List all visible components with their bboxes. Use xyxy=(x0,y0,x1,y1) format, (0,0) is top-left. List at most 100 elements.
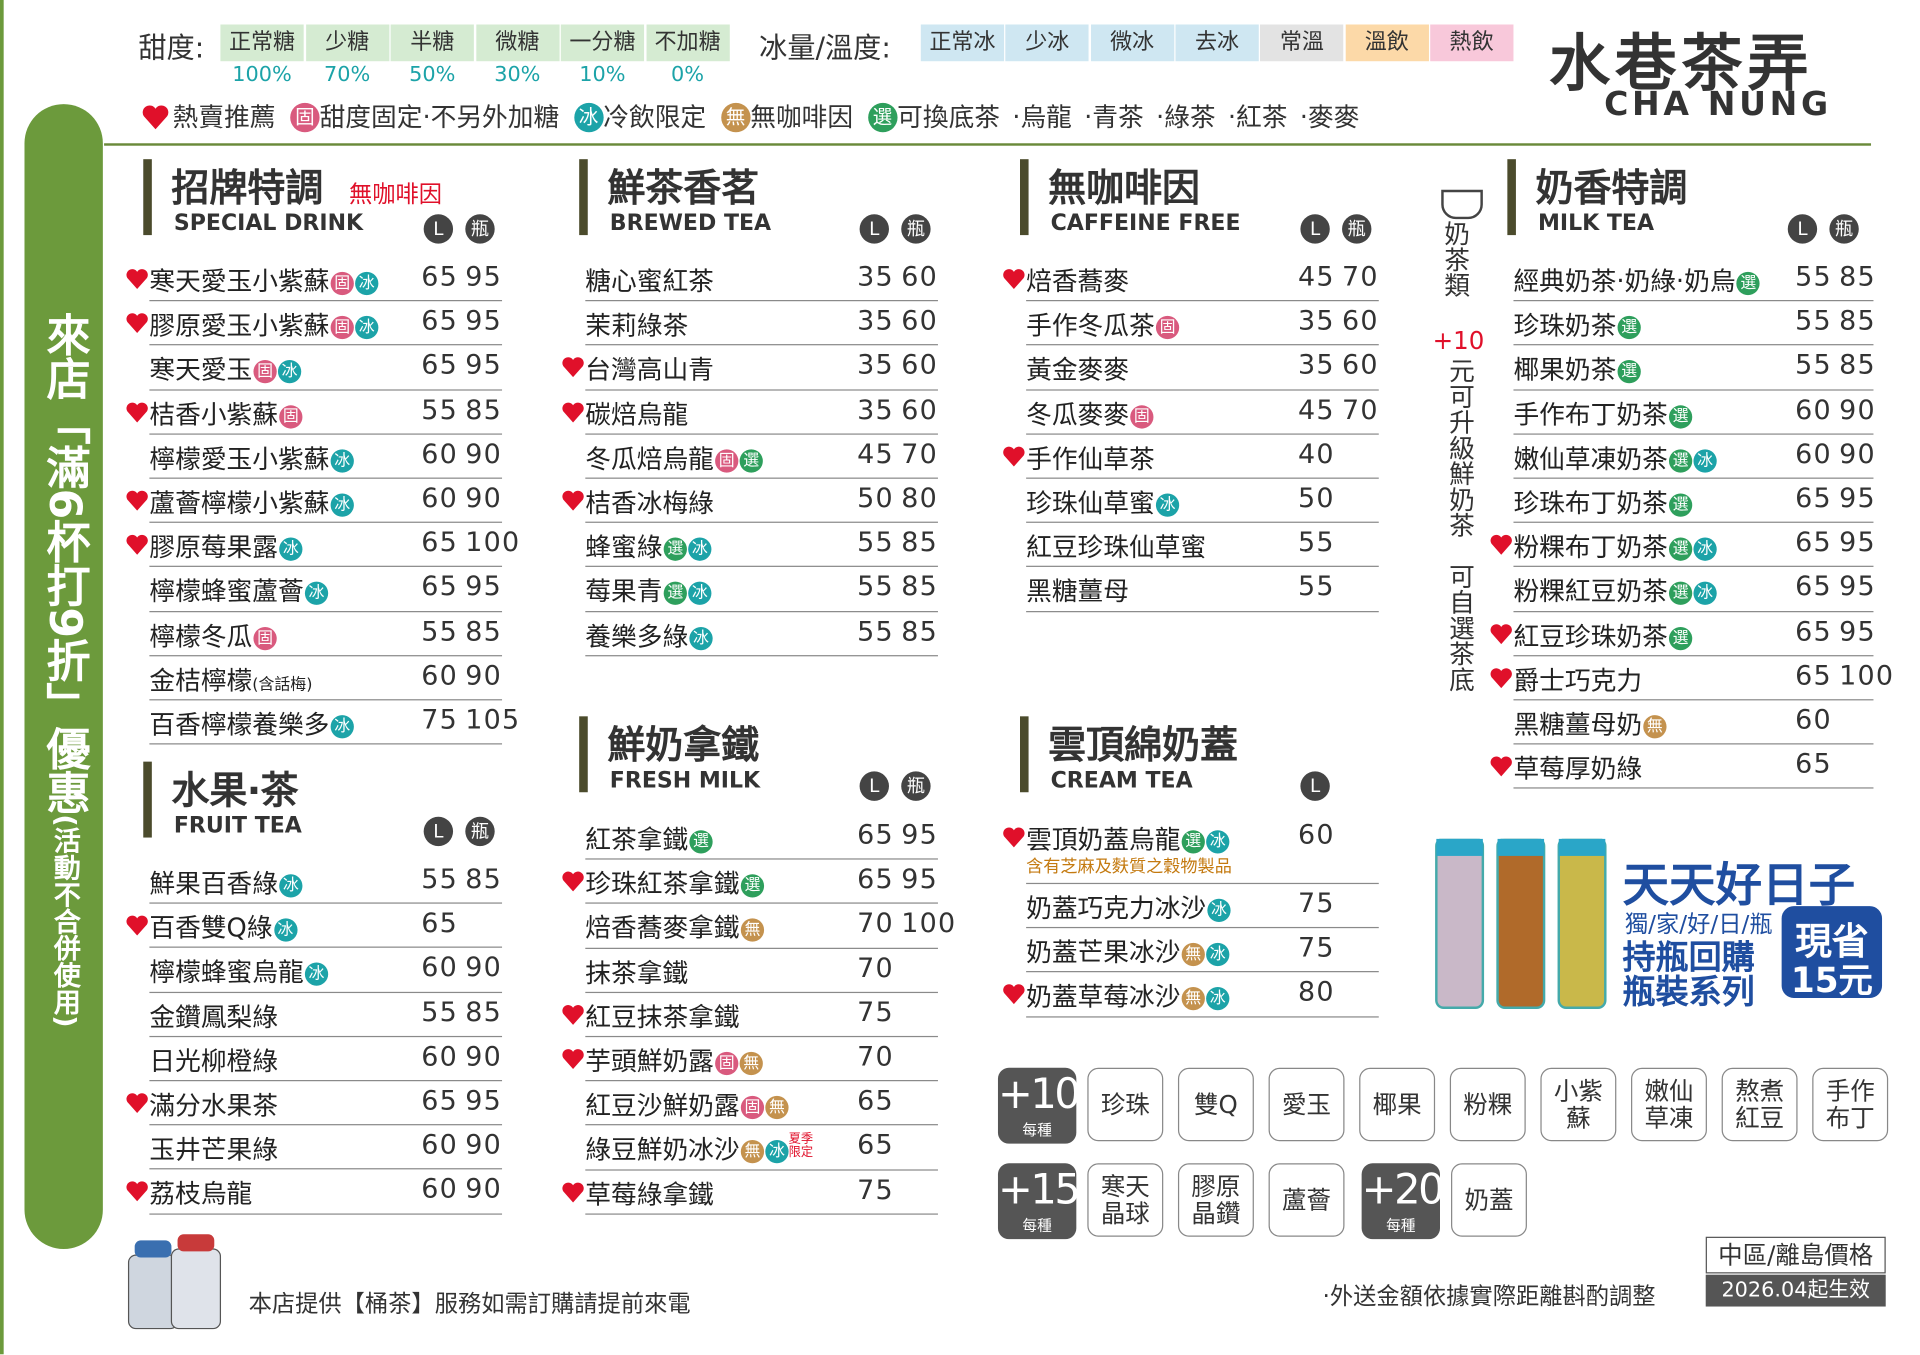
menu-row: 經典奶茶‧奶綠‧奶烏選 55 85 xyxy=(1513,256,1875,302)
section-en: BREWED TEA xyxy=(609,210,772,237)
item-price: 95 xyxy=(465,306,503,337)
item-name: 焙香蕎麥拿鐵無 xyxy=(585,909,765,946)
item-price: 60 xyxy=(421,1174,458,1206)
menu-row: 雲頂奶蓋烏龍選冰含有芝麻及麩質之穀物製品 60 xyxy=(1003,814,1379,885)
section-title: 雲頂綿奶蓋 xyxy=(1048,723,1238,768)
item-name: 黑糖薑母 xyxy=(1026,572,1129,609)
item-name: 珍珠奶茶選 xyxy=(1513,306,1641,343)
item-small: (含話梅) xyxy=(252,675,313,695)
milk-note-title: 奶茶類 xyxy=(1441,220,1471,298)
tag-icon: 無 xyxy=(1643,715,1667,739)
menu-row: 焙香蕎麥 45 70 xyxy=(1003,256,1379,302)
tag-icon: 固 xyxy=(253,626,277,650)
item-name: 茉莉綠茶 xyxy=(585,306,688,343)
bottles xyxy=(1435,838,1607,1009)
size-badge: 瓶 xyxy=(901,771,931,801)
tag-icon: 冰 xyxy=(330,449,354,473)
menu-row: 滿分水果茶 65 95 xyxy=(126,1080,503,1126)
item-price: 65 xyxy=(1795,572,1832,603)
menu-row: 珍珠奶茶選 55 85 xyxy=(1513,300,1876,346)
legend-tea: ‧烏龍 xyxy=(1012,102,1072,133)
menu-row: 抹茶拿鐵 70 xyxy=(585,947,938,993)
tag-icon: 選 xyxy=(740,874,765,898)
sweet-box: 微糖 xyxy=(475,24,559,62)
tag-icon: 固 xyxy=(715,1051,739,1076)
item-name-text: 抹茶拿鐵 xyxy=(585,958,689,988)
item-name: 日光柳橙綠 xyxy=(149,1042,278,1079)
ice-box: 正常冰 xyxy=(920,24,1005,62)
item-price: 60 xyxy=(901,395,938,426)
heart-icon xyxy=(126,535,148,555)
section-en: FRESH MILK xyxy=(609,767,761,794)
item-name-text: 桔香小紫蘇 xyxy=(149,399,278,430)
item-name: 草莓綠拿鐵 xyxy=(585,1175,714,1212)
item-price: 60 xyxy=(421,483,458,515)
size-badge: L xyxy=(859,771,889,801)
size-badge: L xyxy=(1787,214,1818,244)
size-badge: L xyxy=(1300,214,1330,244)
heart-icon xyxy=(562,1182,584,1202)
item-price: 85 xyxy=(465,395,503,426)
item-name: 紅豆抹茶拿鐵 xyxy=(585,998,739,1035)
item-name-text: 寒天愛玉小紫蘇 xyxy=(149,266,330,297)
section-bar xyxy=(1507,159,1516,236)
item-price: 95 xyxy=(465,1086,503,1117)
tag-icon: 冰 xyxy=(273,918,297,942)
topping-item: 膠原晶鑽 xyxy=(1177,1163,1254,1237)
heart-icon xyxy=(1490,668,1512,688)
tag-icon: 無 xyxy=(1181,987,1205,1011)
item-price: 85 xyxy=(901,572,938,603)
size-badge: 瓶 xyxy=(465,214,495,244)
menu-row: 珍珠仙草蜜冰 50 xyxy=(1026,478,1379,524)
item-price: 60 xyxy=(421,660,458,692)
item-price: 85 xyxy=(1839,306,1876,337)
promo-save: 現省 15元 xyxy=(1781,906,1883,1000)
item-name: 膠原莓果露冰 xyxy=(149,528,303,565)
item-name-text: 草莓厚奶綠 xyxy=(1513,754,1643,784)
item-name: 金桔檸檬(含話梅) xyxy=(149,661,312,698)
menu-row: 綠豆鮮奶冰沙無冰夏季限定 65 xyxy=(585,1125,938,1171)
tag-icon: 固 xyxy=(290,102,320,133)
item-price: 55 xyxy=(857,527,894,559)
heart-icon xyxy=(562,490,584,511)
item-name: 冬瓜麥麥固 xyxy=(1026,395,1154,432)
item-price: 35 xyxy=(857,350,894,382)
item-price: 40 xyxy=(1297,439,1335,470)
topping-price-badge: +20 每種 xyxy=(1361,1163,1445,1240)
legend-tea: ‧綠茶 xyxy=(1155,102,1216,133)
promo-save2: 15元 xyxy=(1790,960,1873,1001)
heart-icon xyxy=(1490,756,1512,777)
menu-row: 手作仙草茶 40 xyxy=(1003,433,1379,479)
item-price: 65 xyxy=(421,306,458,337)
item-name: 玉井芒果綠 xyxy=(149,1130,278,1167)
item-price: 60 xyxy=(1342,350,1379,382)
item-price: 55 xyxy=(1795,350,1832,382)
topping-price-badge: +10 每種 xyxy=(997,1067,1081,1144)
size-badge: 瓶 xyxy=(901,214,931,244)
item-name-text: 金鑽鳳梨綠 xyxy=(149,1002,278,1032)
item-price: 55 xyxy=(421,864,458,896)
menu-row: 檸檬蜂蜜蘆薈冰 65 95 xyxy=(149,566,503,612)
item-price: 60 xyxy=(1795,439,1832,470)
tag-icon: 無 xyxy=(740,918,765,943)
item-price: 65 xyxy=(857,1130,894,1162)
sweet-box: 半糖 xyxy=(390,24,474,62)
section-bar xyxy=(143,761,152,838)
milk-note-text: 元可升級鮮奶茶 可自選茶底 xyxy=(1446,357,1476,692)
tag-icon: 冰 xyxy=(277,360,302,384)
menu-row: 百香雙Q綠冰 65 xyxy=(126,903,503,949)
menu-row: 百香檸檬養樂多冰 75 105 xyxy=(149,699,519,745)
item-name-text: 百香雙Q綠 xyxy=(149,913,273,944)
ice-box: 常溫 xyxy=(1260,24,1344,62)
item-price: 35 xyxy=(857,306,894,337)
item-price: 95 xyxy=(465,572,503,603)
item-price: 60 xyxy=(421,1130,458,1162)
menu-row: 芋頭鮮奶露固無 70 xyxy=(562,1036,938,1082)
item-name-text: 膠原愛玉小紫蘇 xyxy=(149,311,330,341)
heart-icon xyxy=(562,871,584,892)
menu-row: 養樂多綠冰 55 85 xyxy=(585,611,938,657)
tag-icon: 冰 xyxy=(279,874,303,898)
item-price: 45 xyxy=(1297,262,1335,293)
tag-icon: 無 xyxy=(739,1051,763,1076)
